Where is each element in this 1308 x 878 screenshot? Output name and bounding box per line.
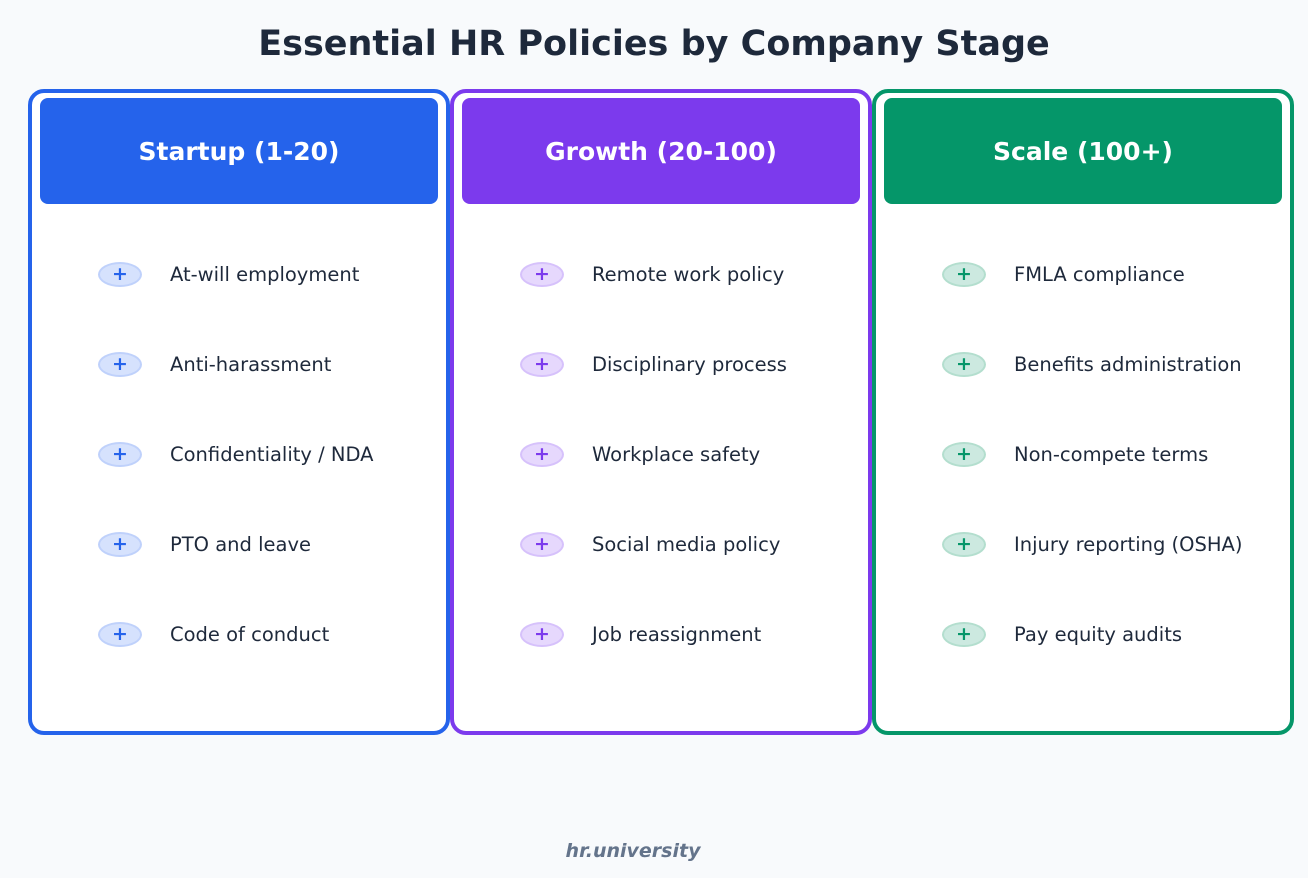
plus-icon: +: [520, 351, 564, 377]
policy-item: + Disciplinary process: [520, 349, 787, 379]
policy-item: + Injury reporting (OSHA): [942, 529, 1243, 559]
policy-item: + Remote work policy: [520, 259, 784, 289]
plus-icon: +: [98, 441, 142, 467]
policy-label: At-will employment: [170, 262, 360, 286]
plus-icon: +: [942, 531, 986, 557]
policy-item: + Code of conduct: [98, 619, 329, 649]
plus-icon: +: [942, 621, 986, 647]
stage-header-growth: Growth (20-100): [462, 98, 860, 204]
plus-icon: +: [98, 531, 142, 557]
plus-icon: +: [942, 261, 986, 287]
plus-icon: +: [520, 621, 564, 647]
plus-icon: +: [98, 351, 142, 377]
policy-item: + PTO and leave: [98, 529, 311, 559]
plus-icon: +: [520, 441, 564, 467]
plus-icon: +: [520, 531, 564, 557]
plus-icon: +: [98, 261, 142, 287]
policy-label: Confidentiality / NDA: [170, 442, 374, 466]
policy-item: + Confidentiality / NDA: [98, 439, 374, 469]
policy-label: Remote work policy: [592, 262, 785, 286]
policy-item: + At-will employment: [98, 259, 359, 289]
policy-label: Anti-harassment: [170, 352, 332, 376]
policy-item: + FMLA compliance: [942, 259, 1185, 289]
policy-label: Injury reporting (OSHA): [1014, 532, 1243, 556]
policy-item: + Anti-harassment: [98, 349, 331, 379]
plus-icon: +: [98, 621, 142, 647]
plus-icon: +: [942, 351, 986, 377]
policy-label: Non-compete terms: [1014, 442, 1209, 466]
policy-label: Job reassignment: [592, 622, 762, 646]
policy-item: + Job reassignment: [520, 619, 761, 649]
policy-item: + Social media policy: [520, 529, 780, 559]
stage-card-growth: Growth (20-100) + Remote work policy + D…: [450, 89, 872, 735]
plus-icon: +: [520, 261, 564, 287]
stage-card-startup: Startup (1-20) + At-will employment + An…: [28, 89, 450, 735]
policy-label: FMLA compliance: [1014, 262, 1185, 286]
policy-item: + Non-compete terms: [942, 439, 1208, 469]
stage-header-startup: Startup (1-20): [40, 98, 438, 204]
footer-brand: hr.university: [565, 840, 701, 862]
stage-card-scale: Scale (100+) + FMLA compliance + Benefit…: [872, 89, 1294, 735]
stage-header-scale: Scale (100+): [884, 98, 1282, 204]
policy-label: Pay equity audits: [1014, 622, 1183, 646]
policy-label: Benefits administration: [1014, 352, 1242, 376]
policy-label: Social media policy: [592, 532, 781, 556]
policy-label: Workplace safety: [592, 442, 761, 466]
page-title: Essential HR Policies by Company Stage: [258, 24, 1050, 64]
policy-item: + Pay equity audits: [942, 619, 1182, 649]
policy-item: + Benefits administration: [942, 349, 1242, 379]
policy-label: Code of conduct: [170, 622, 330, 646]
policy-label: Disciplinary process: [592, 352, 787, 376]
policy-label: PTO and leave: [170, 532, 312, 556]
policy-item: + Workplace safety: [520, 439, 760, 469]
plus-icon: +: [942, 441, 986, 467]
